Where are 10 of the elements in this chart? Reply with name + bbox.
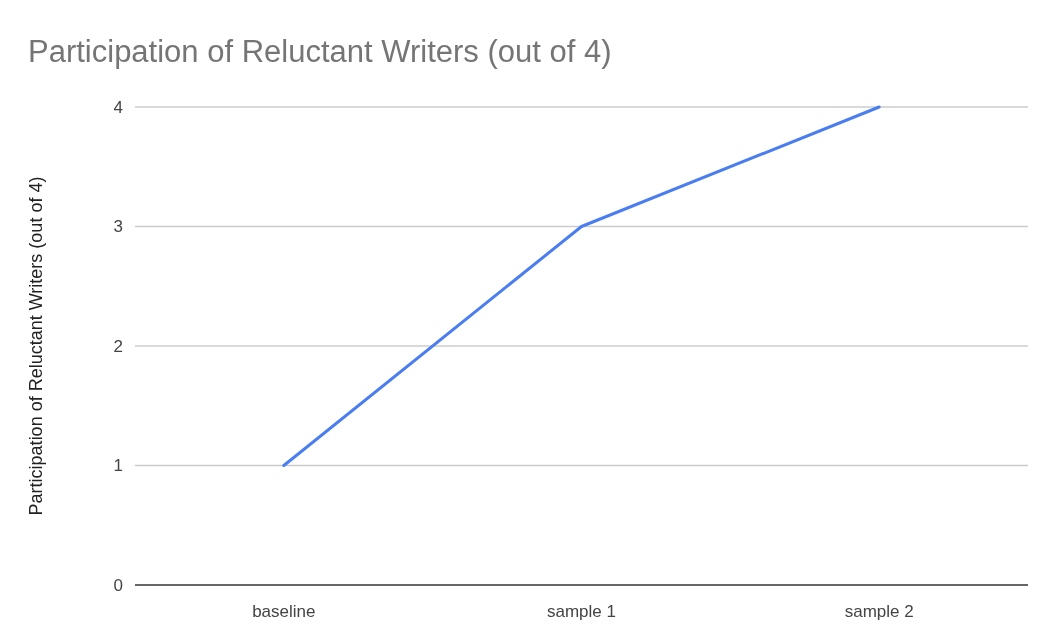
y-tick-label: 1 — [113, 456, 123, 476]
chart-title: Participation of Reluctant Writers (out of 4) — [28, 34, 612, 69]
y-tick-label: 0 — [113, 575, 123, 595]
x-tick-label: baseline — [252, 602, 316, 621]
x-tick-label: sample 1 — [547, 602, 616, 621]
y-tick-label: 2 — [113, 336, 123, 356]
x-tick-label: sample 2 — [844, 602, 914, 621]
y-tick-label: 4 — [113, 97, 123, 117]
y-tick-label: 3 — [113, 217, 123, 237]
y-axis-title: Participation of Reluctant Writers (out of 4) — [26, 176, 46, 516]
